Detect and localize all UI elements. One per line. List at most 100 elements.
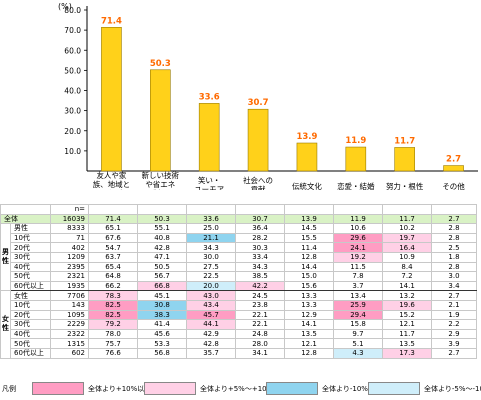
column-header-spacer [333,204,383,215]
table-cell: 11.9 [333,213,383,225]
table-cell: 56.7 [137,271,187,282]
table-cell: 36.4 [235,223,285,234]
category-label: 友人や家 [96,170,126,180]
table-cell: 3.0 [431,271,477,282]
legend-title: 凡例 [2,385,16,393]
table-cell: 24.1 [333,242,383,253]
table-cell: 5.1 [333,338,383,349]
table-cell: 27.5 [186,261,236,273]
table-cell: 15.5 [284,232,334,244]
row-label: 60代以上 [10,280,51,292]
legend-swatch [266,382,318,395]
table-cell: 11.7 [382,328,432,340]
legend-swatch [144,382,196,395]
table-cell: 1.9 [431,309,477,321]
category-label: 努力・根性 [386,181,424,190]
row-n: 2229 [50,319,89,330]
table-cell: 43.4 [186,299,236,311]
bar-chart: (%)80.0 70.0 60.0 50.0 40.0 30.0 20.0 10.0 71.4 友… [58,2,478,190]
table-cell: 14.4 [284,261,334,273]
table-cell: 13.3 [284,290,334,301]
bar [345,146,367,172]
row-n: 1315 [50,338,89,349]
group-label: 男性 [0,223,11,292]
table-cell: 30.8 [137,299,187,311]
table-row: 30代 2229 79.2 41.4 44.1 22.1 14.1 15.8 12.1 2.2 [1,319,477,330]
table-cell: 78.0 [88,328,138,340]
table-cell: 15.0 [284,271,334,282]
table-cell: 13.2 [382,290,432,301]
row-label: 40代 [10,261,51,273]
table-cell: 22.5 [186,271,236,282]
table-header-row: n= [0,204,477,215]
table-cell: 45.7 [186,309,236,321]
row-label: 50代 [10,338,51,349]
legend-label: 全体より+5%〜+10%未満 [200,385,288,393]
table-cell: 13.9 [284,213,334,225]
y-tick-label: 30.0 [64,107,81,116]
table-cell: 10.2 [382,223,432,234]
table-cell: 33.6 [186,213,236,225]
table-cell: 14.1 [284,319,334,330]
table-cell: 8.4 [382,261,432,273]
row-label: 40代 [10,328,51,340]
table-cell: 12.8 [284,347,334,359]
table-cell: 33.4 [235,251,285,263]
column-header-spacer [137,204,187,215]
table-cell: 38.3 [137,309,187,321]
n-header: n= [50,204,89,215]
table-cell: 16.4 [382,242,432,253]
table-cell: 7.2 [382,271,432,282]
row-label: 50代 [10,271,51,282]
table-cell: 11.5 [333,261,383,273]
table-cell: 15.2 [382,309,432,321]
column-header-spacer [382,204,432,215]
table-cell: 9.7 [333,328,383,340]
table-cell: 13.5 [382,338,432,349]
table-cell: 2.9 [431,328,477,340]
row-n: 71 [50,232,89,244]
table-cell: 54.7 [88,242,138,253]
table-row: 50代 2321 64.8 56.7 22.5 38.5 15.0 7.8 7.2 3.0 [1,271,477,282]
column-header-spacer [88,204,138,215]
row-n: 143 [50,299,89,311]
table-cell: 13.5 [284,328,334,340]
row-n: 7706 [50,290,89,301]
row-label: 全体 [0,213,51,225]
table-cell: 19.2 [333,251,383,263]
table-cell: 13.3 [284,299,334,311]
table-cell: 21.1 [186,232,236,244]
table-cell: 65.1 [88,223,138,234]
legend-label: 全体より+10%以上 [88,385,152,393]
table-cell: 2.8 [431,223,477,234]
table-row: 20代 1095 82.5 38.3 45.7 22.1 12.9 29.4 15.2 1.9 [1,309,477,321]
bar-value-label: 30.7 [248,98,269,108]
column-header-spacer [235,204,285,215]
row-label: 20代 [10,309,51,321]
table-cell: 50.5 [137,261,187,273]
table-cell: 76.6 [88,347,138,359]
row-label: 30代 [10,251,51,263]
bar-value-label: 33.6 [199,92,220,102]
table-cell: 43.0 [186,290,236,301]
table-cell: 47.1 [137,251,187,263]
y-tick-label: 60.0 [64,46,81,55]
table-cell: 22.1 [235,309,285,321]
table-cell: 56.8 [137,347,187,359]
category-label: 恋愛・結婚 [337,181,375,190]
table-row: 10代 143 82.5 30.8 43.4 23.8 13.3 25.9 19.6 2.1 [1,299,477,311]
category-label: その他 [442,181,465,190]
y-tick-label: 10.0 [64,147,81,156]
table-cell: 15.6 [284,280,334,292]
table-cell: 2.5 [431,242,477,253]
bar-value-label: 50.3 [150,59,171,69]
table-cell: 2.1 [431,299,477,311]
y-tick-label: 50.0 [64,66,81,75]
legend-label: 全体より-5%〜-10%未満 [424,385,481,393]
row-n: 1935 [50,280,89,292]
table-cell: 7.8 [333,271,383,282]
legend-label: 全体より-10%以下 [322,385,382,393]
table-cell: 3.4 [431,280,477,292]
row-n: 8333 [50,223,89,234]
table-cell: 22.1 [235,319,285,330]
